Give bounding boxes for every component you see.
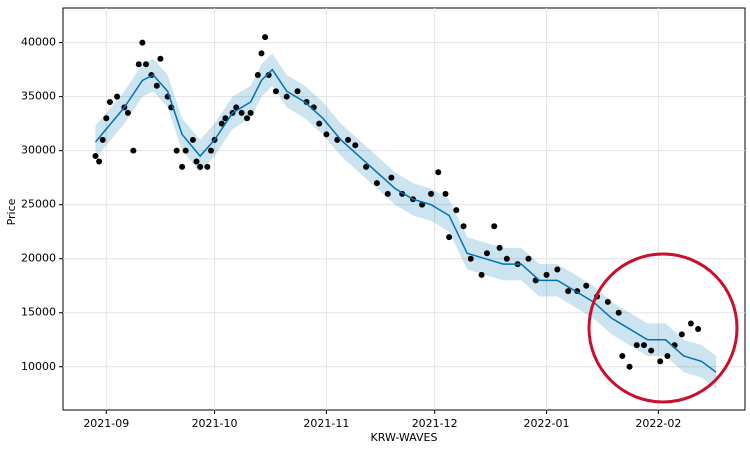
- observed-point: [503, 255, 510, 262]
- observed-point: [173, 147, 180, 154]
- observed-point: [496, 244, 503, 251]
- observed-point: [373, 180, 380, 187]
- x-axis-label: KRW-WAVES: [371, 431, 438, 444]
- observed-point: [265, 72, 272, 78]
- observed-point: [96, 158, 103, 165]
- observed-point: [615, 309, 622, 316]
- x-tick-label: 2021-09: [83, 417, 129, 430]
- observed-point: [189, 136, 196, 143]
- y-tick-label: 15000: [21, 306, 56, 319]
- observed-point: [664, 352, 671, 359]
- y-axis-label: Price: [5, 198, 18, 225]
- observed-point: [179, 163, 186, 170]
- observed-point: [478, 271, 485, 278]
- observed-point: [678, 331, 685, 338]
- x-tick-label: 2022-02: [635, 417, 681, 430]
- x-tick-label: 2021-10: [192, 417, 238, 430]
- observed-point: [428, 190, 435, 197]
- observed-point: [633, 342, 640, 349]
- observed-point: [363, 163, 370, 170]
- observed-point: [135, 61, 142, 68]
- observed-point: [640, 342, 647, 349]
- observed-point: [384, 190, 391, 197]
- observed-point: [648, 347, 655, 354]
- y-tick-label: 35000: [21, 90, 56, 103]
- observed-point: [483, 250, 490, 257]
- observed-point: [114, 93, 121, 100]
- observed-point: [435, 169, 442, 176]
- observed-point: [204, 163, 211, 170]
- observed-point: [453, 207, 460, 214]
- observed-point: [124, 109, 131, 116]
- observed-point: [345, 136, 352, 143]
- observed-point: [388, 174, 395, 181]
- y-tick-label: 10000: [21, 360, 56, 373]
- observed-point: [142, 61, 149, 68]
- y-tick-label: 30000: [21, 144, 56, 157]
- observed-point: [446, 234, 453, 241]
- observed-point: [294, 88, 301, 95]
- observed-point: [352, 142, 359, 149]
- observed-point: [103, 115, 110, 122]
- observed-point: [626, 363, 633, 370]
- x-tick-label: 2021-12: [412, 417, 458, 430]
- observed-point: [316, 120, 323, 127]
- observed-point: [323, 131, 330, 138]
- observed-point: [565, 288, 572, 295]
- observed-point: [460, 223, 467, 230]
- observed-point: [193, 158, 200, 165]
- observed-point: [254, 72, 261, 78]
- plot-frame: [62, 7, 746, 411]
- y-tick-label: 25000: [21, 198, 56, 211]
- highlight-circle: [587, 252, 739, 404]
- observed-point: [99, 136, 106, 143]
- observed-point: [157, 55, 164, 62]
- observed-point: [130, 147, 137, 154]
- observed-point: [525, 255, 532, 262]
- y-tick-label: 20000: [21, 252, 56, 265]
- observed-point: [619, 352, 626, 359]
- observed-point: [106, 99, 113, 106]
- observed-point: [467, 255, 474, 262]
- observed-point: [197, 163, 204, 170]
- observed-point: [262, 34, 269, 41]
- observed-point: [442, 190, 449, 197]
- y-tick-label: 40000: [21, 36, 56, 49]
- observed-point: [92, 153, 99, 160]
- observed-point: [491, 223, 498, 230]
- observed-point: [182, 147, 189, 154]
- observed-point: [695, 325, 702, 332]
- observed-point: [218, 120, 225, 127]
- observed-point: [543, 271, 550, 278]
- observed-point: [303, 99, 310, 106]
- forecast-line: [94, 68, 717, 373]
- observed-point: [207, 147, 214, 154]
- observed-point: [657, 358, 664, 365]
- observed-point: [238, 109, 245, 116]
- observed-point: [687, 320, 694, 327]
- observed-point: [153, 82, 160, 89]
- observed-point: [139, 39, 146, 46]
- observed-point: [283, 93, 290, 100]
- observed-point: [554, 266, 561, 273]
- observed-point: [247, 109, 254, 116]
- observed-point: [583, 282, 590, 289]
- observed-point: [244, 115, 251, 122]
- observed-point: [258, 50, 265, 57]
- x-tick-label: 2021-11: [303, 417, 349, 430]
- observed-point: [604, 298, 611, 305]
- x-tick-label: 2022-01: [524, 417, 570, 430]
- observed-point: [272, 88, 279, 95]
- observed-point: [222, 115, 229, 122]
